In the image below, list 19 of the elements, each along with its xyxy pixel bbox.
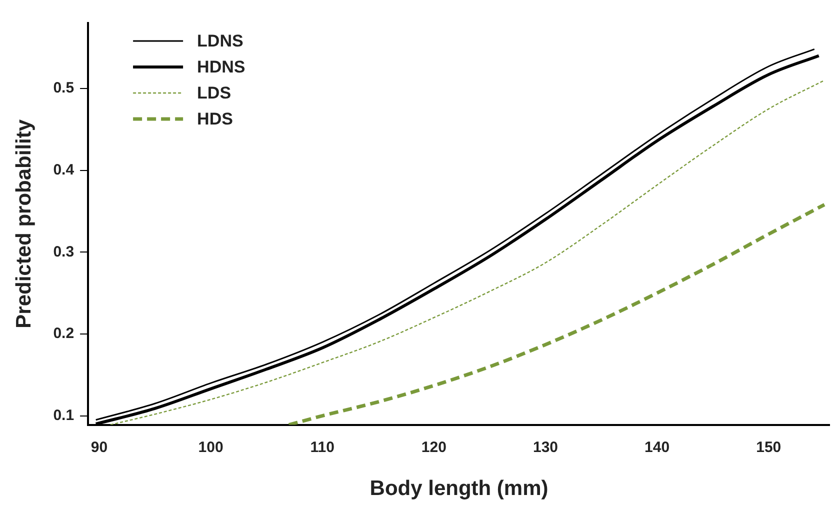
y-tick-label: 0.3	[53, 243, 74, 260]
y-tick-label: 0.4	[53, 161, 75, 178]
y-tick-label: 0.2	[53, 325, 74, 342]
x-tick-label: 100	[198, 438, 224, 456]
legend-label: HDNS	[197, 58, 246, 77]
line-series	[287, 202, 826, 425]
x-axis-title: Body length (mm)	[370, 477, 548, 500]
y-tick-label: 0.5	[53, 80, 74, 97]
x-tick-label: 130	[532, 438, 558, 456]
legend-label: LDS	[197, 84, 232, 103]
x-tick-label: 150	[756, 438, 782, 456]
x-tick-label: 110	[310, 438, 334, 456]
y-axis-title: Predicted probability	[12, 119, 36, 328]
x-tick-label: 140	[644, 438, 670, 456]
x-tick-label: 90	[90, 438, 108, 456]
legend-label: HDS	[197, 110, 233, 129]
y-tick-label: 0.1	[53, 406, 74, 424]
legend-label: LDNS	[197, 32, 244, 51]
x-tick-label: 120	[421, 438, 446, 456]
